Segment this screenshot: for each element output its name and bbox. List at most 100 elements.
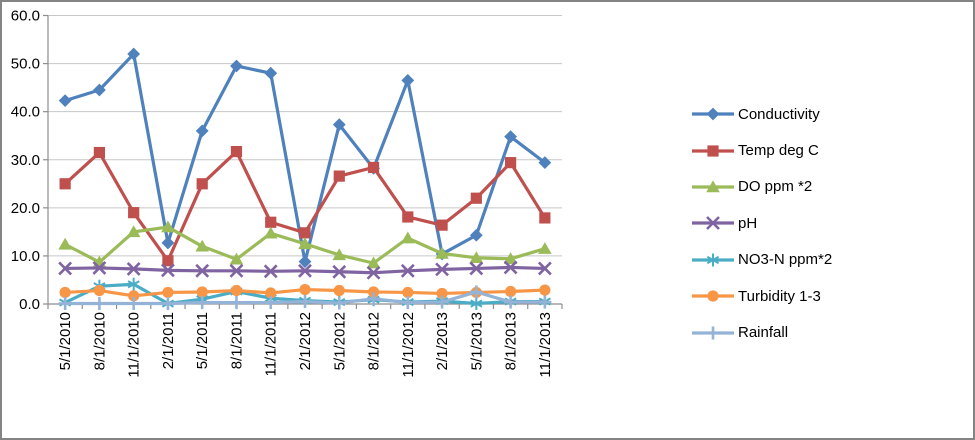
square-marker [402,211,414,223]
plus-legend-marker-icon [692,326,734,340]
x-marker [195,263,210,278]
circle-marker [539,284,551,296]
asterisk-marker [706,255,720,264]
triangle-marker [229,252,244,265]
diamond-marker [332,118,346,132]
circle-marker [505,285,517,298]
square-marker [707,144,719,157]
diamond-marker [706,107,720,121]
legend-item-turbidity-1-3: Turbidity 1-3 [690,278,832,314]
x-marker [332,264,347,279]
diamond-marker [93,83,106,97]
x-marker [469,261,484,276]
x-marker [58,261,73,276]
circle-legend-marker-icon [692,290,734,302]
diamond-marker [538,156,552,170]
x-axis-label: 5/1/2011 [194,312,211,369]
x-marker [229,263,244,278]
x-axis-label: 8/1/2011 [228,312,245,369]
diamond-marker [230,59,243,73]
circle-marker [707,290,719,302]
circle-marker [128,290,140,302]
square-marker [505,157,517,169]
square-marker [333,170,345,182]
x-marker [126,261,141,276]
square-legend-marker-icon [692,144,734,157]
square-marker [93,146,105,159]
x-marker [366,265,381,280]
square-marker [196,178,208,190]
triangle-marker [332,248,347,261]
x-axis-label: 8/1/2013 [503,312,520,370]
square-marker [299,227,311,239]
diamond-marker [127,47,141,61]
x-axis-label: 5/1/2012 [331,312,348,370]
triangle-marker [298,237,312,250]
x-axis-label: 11/1/2013 [537,312,554,378]
square-marker [470,192,482,204]
diamond-marker [298,255,312,269]
legend-item-no3-n-ppm-2: NO3-N ppm*2 [690,242,832,278]
legend-label: NO3-N ppm*2 [738,251,833,269]
square-marker [230,145,243,158]
legend-label: Conductivity [738,105,820,123]
triangle-marker [435,246,449,259]
x-axis-label: 11/1/2011 [263,312,280,377]
circle-marker [230,284,243,297]
diamond-marker [264,66,278,80]
square-marker [128,207,140,219]
triangle-marker [503,252,518,265]
diamond-marker [469,228,483,242]
y-axis-label: 60.0 [11,8,40,25]
diamond-marker [504,130,517,144]
diamond-marker [58,94,72,108]
circle-marker [93,284,105,297]
x-axis-label: 8/1/2010 [91,312,108,370]
triangle-marker [263,226,278,239]
line-chart-plot: 0.0 10.0 20.0 30.0 40.0 50.0 60.0 5/1/2010 8/1/2… [11,8,563,378]
y-axis-label: 0.0 [19,296,40,313]
circle-marker [265,287,277,299]
triangle-marker [161,220,175,233]
legend-label: Turbidity 1-3 [738,287,821,305]
triangle-marker [706,180,720,193]
x-marker [92,261,107,275]
x-axis-label: 11/1/2010 [126,312,143,378]
x-axis-label: 2/1/2012 [297,312,314,370]
circle-marker [436,287,448,300]
triangle-marker [126,225,141,238]
legend-item-ph: pH [690,205,832,241]
square-marker [367,161,380,174]
legend-item-do-ppm-2: DO ppm *2 [690,169,832,205]
circle-marker [333,284,345,297]
x-marker [298,263,312,278]
series-do-ppm-2 [58,220,552,269]
legend-item-rainfall: Rainfall [690,314,832,350]
x-axis-label: 8/1/2012 [366,312,383,370]
diamond-marker [161,236,175,250]
x-legend-marker-icon [692,216,734,231]
x-axis-label: 2/1/2013 [434,312,451,370]
asterisk-marker [470,299,483,308]
x-axis-label: 11/1/2012 [400,312,417,378]
series-rainfall [58,285,552,311]
x-marker [263,264,278,279]
chart-legend: Conductivity Temp deg C DO ppm *2 pH NO3-N p… [690,96,832,351]
x-marker [503,260,518,275]
series-ph [58,260,552,280]
square-marker [539,212,551,224]
y-axis-label: 20.0 [11,200,40,217]
triangle-marker [538,242,552,254]
asterisk-legend-marker-icon [692,253,734,267]
x-marker [161,263,175,278]
series-turbidity-1-3 [59,283,551,302]
y-axis-label: 40.0 [11,104,40,121]
x-marker [537,261,552,276]
x-marker [400,263,415,278]
circle-marker [402,286,414,299]
x-marker [706,216,720,231]
diamond-marker [195,124,209,138]
asterisk-marker [127,280,140,289]
circle-marker [299,283,311,296]
